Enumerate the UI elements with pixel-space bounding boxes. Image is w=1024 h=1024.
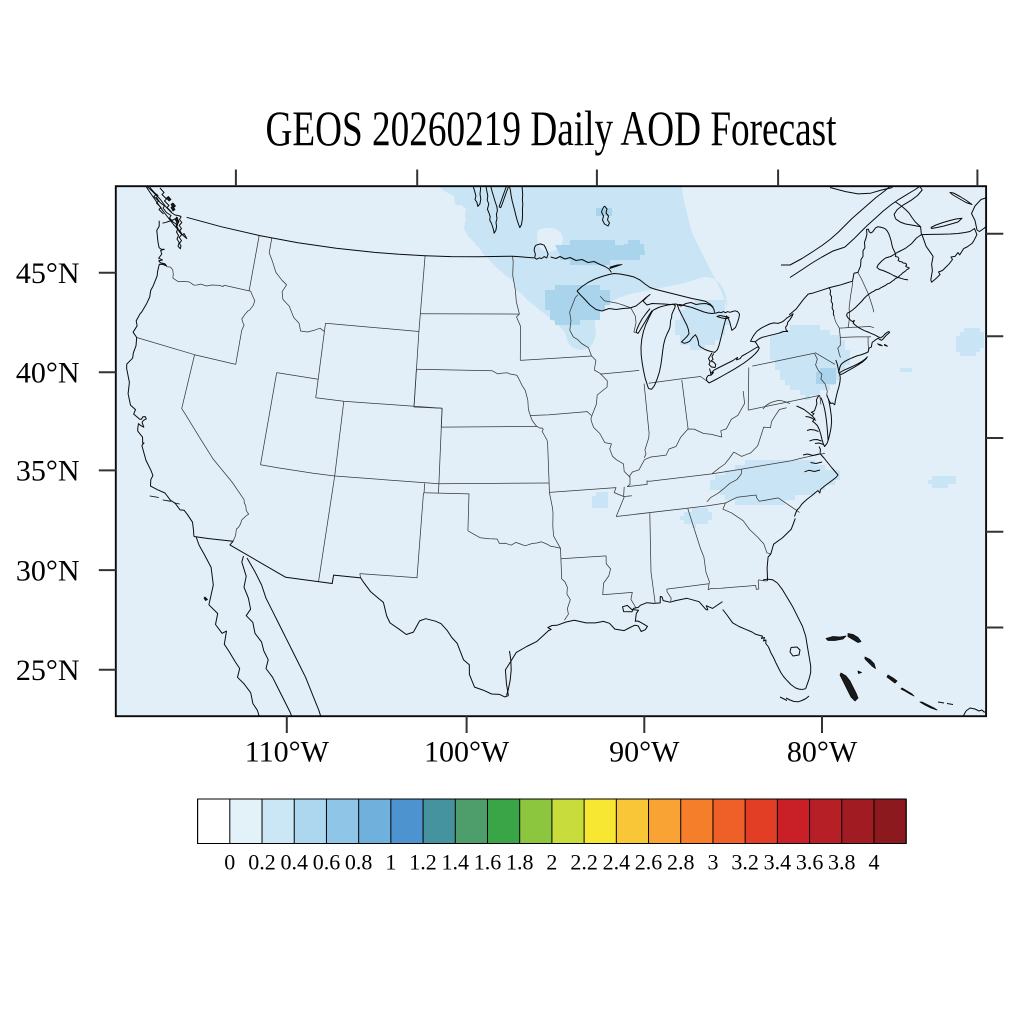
svg-text:1: 1 [385, 850, 396, 875]
svg-text:0.2: 0.2 [248, 850, 276, 875]
svg-text:3.6: 3.6 [796, 850, 824, 875]
svg-text:2.2: 2.2 [570, 850, 598, 875]
svg-text:100°W: 100°W [424, 736, 510, 769]
svg-text:0.8: 0.8 [345, 850, 373, 875]
svg-text:1.4: 1.4 [442, 850, 470, 875]
svg-text:80°W: 80°W [787, 736, 858, 769]
svg-text:35°N: 35°N [16, 455, 80, 488]
svg-text:30°N: 30°N [16, 554, 80, 587]
svg-text:3: 3 [707, 850, 718, 875]
svg-text:1.8: 1.8 [506, 850, 534, 875]
svg-text:45°N: 45°N [16, 257, 80, 290]
svg-text:2.6: 2.6 [635, 850, 663, 875]
svg-text:110°W: 110°W [245, 736, 330, 769]
svg-text:2.8: 2.8 [667, 850, 695, 875]
svg-text:3.2: 3.2 [731, 850, 759, 875]
svg-text:90°W: 90°W [609, 736, 680, 769]
svg-text:0: 0 [224, 850, 235, 875]
svg-text:3.4: 3.4 [764, 850, 792, 875]
svg-text:GEOS 20260219 Daily AOD Foreca: GEOS 20260219 Daily AOD Forecast [266, 101, 837, 157]
svg-text:1.6: 1.6 [474, 850, 502, 875]
svg-text:2.4: 2.4 [603, 850, 631, 875]
svg-text:4: 4 [868, 850, 879, 875]
svg-text:0.4: 0.4 [280, 850, 308, 875]
svg-text:2: 2 [546, 850, 557, 875]
svg-text:1.2: 1.2 [409, 850, 437, 875]
svg-text:0.6: 0.6 [313, 850, 341, 875]
svg-text:3.8: 3.8 [828, 850, 856, 875]
svg-text:40°N: 40°N [16, 357, 80, 390]
svg-text:25°N: 25°N [16, 654, 80, 687]
